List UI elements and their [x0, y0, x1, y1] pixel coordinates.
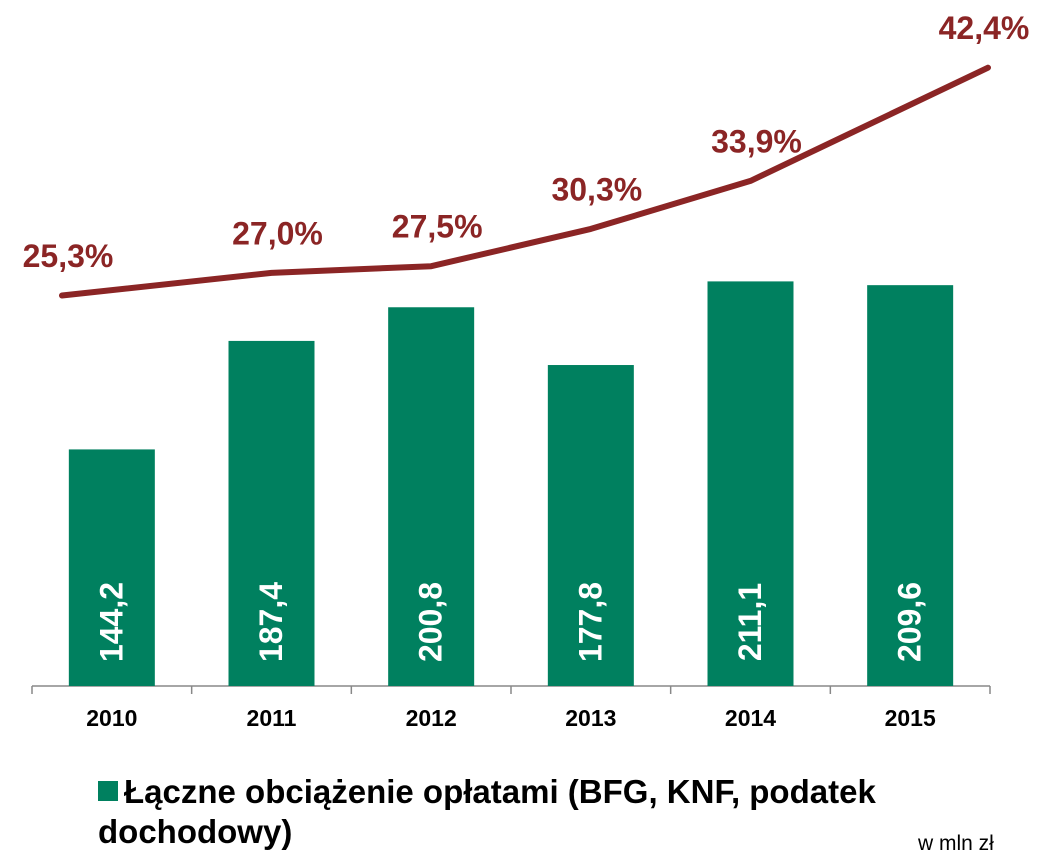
x-tick-label: 2010: [86, 705, 137, 731]
bar: [228, 340, 315, 686]
line-value-label: 27,0%: [232, 215, 323, 251]
bar: [547, 365, 634, 686]
bar: [68, 449, 155, 686]
bar-value-label: 211,1: [732, 583, 768, 661]
x-tick-label: 2013: [565, 705, 616, 731]
bar-value-label: 200,8: [413, 582, 449, 662]
bar: [707, 281, 794, 686]
line-value-label: 27,5%: [392, 209, 483, 245]
line-value-label: 33,9%: [711, 123, 802, 159]
x-tick-label: 2011: [247, 705, 297, 731]
line: [59, 64, 991, 299]
line-value-label: 25,3%: [23, 238, 114, 274]
bar: [867, 285, 954, 686]
legend-swatch: [98, 781, 118, 801]
line-value-label: 42,4%: [939, 10, 1030, 46]
x-tick-label: 2014: [725, 705, 776, 731]
bar-value-label: 177,8: [572, 582, 608, 662]
legend-label: Łączne obciążenie opłatami (BFG, KNF, po…: [98, 773, 876, 850]
x-tick-label: 2012: [406, 705, 457, 731]
bar-value-label: 187,4: [253, 582, 289, 662]
line-value-label: 30,3%: [551, 171, 642, 207]
legend: Łączne obciążenie opłatami (BFG, KNF, po…: [98, 772, 998, 852]
bar-value-label: 144,2: [93, 582, 129, 662]
x-tick-label: 2015: [885, 705, 936, 731]
bar: [388, 307, 475, 686]
bar-value-label: 209,6: [892, 582, 928, 662]
unit-note: w mln zł: [918, 832, 994, 855]
